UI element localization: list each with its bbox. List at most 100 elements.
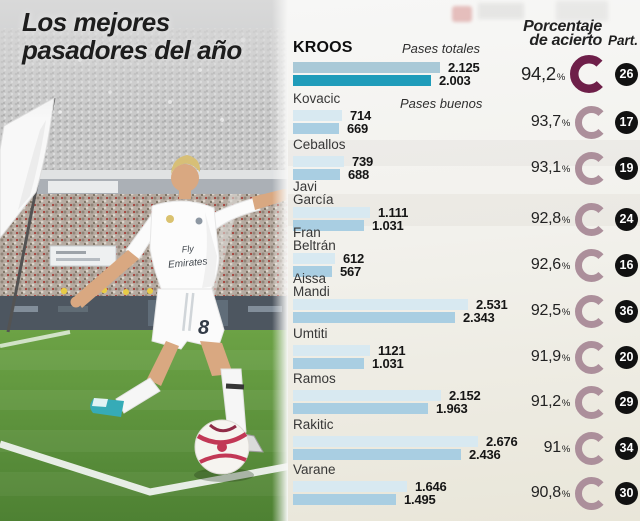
top-wash-overlay bbox=[0, 0, 300, 120]
player-stats: 92,8% 24 bbox=[488, 200, 638, 238]
player-name: KROOS bbox=[293, 39, 353, 56]
bar-pases-totales bbox=[293, 110, 342, 121]
player-row: Rakitic 2.676 2.436 bbox=[293, 418, 518, 462]
bar-pases-totales bbox=[293, 156, 344, 167]
value-pases-totales: 1121 bbox=[378, 343, 406, 358]
accuracy-number: 94,2 bbox=[521, 63, 556, 84]
accuracy-number: 90,8 bbox=[530, 484, 561, 501]
value-pases-buenos: 1.963 bbox=[436, 401, 468, 416]
player-stats: 93,1% 19 bbox=[488, 149, 638, 187]
accuracy-percentage: 91,2% bbox=[488, 393, 575, 411]
bar-pases-totales bbox=[293, 299, 468, 310]
legend-pases-totales: Pases totales bbox=[402, 41, 481, 56]
accuracy-percentage: 90,8% bbox=[488, 484, 575, 502]
bar-pases-buenos bbox=[293, 403, 428, 414]
player-name: Kovacic bbox=[293, 91, 341, 106]
accuracy-number: 91,9 bbox=[530, 348, 561, 365]
percent-symbol: % bbox=[561, 118, 570, 129]
svg-text:Emirates: Emirates bbox=[168, 256, 208, 270]
accuracy-percentage: 91,9% bbox=[488, 348, 575, 366]
matches-badge: 29 bbox=[615, 390, 638, 414]
header-porcentaje-line2: de acierto bbox=[529, 32, 602, 49]
player-row: Ramos 2.152 1.963 bbox=[293, 371, 503, 416]
player-row: Fran Beltrán 612 567 bbox=[293, 225, 503, 279]
accuracy-percentage: 92,5% bbox=[488, 302, 575, 320]
accuracy-donut-icon bbox=[575, 248, 608, 282]
accuracy-donut-icon bbox=[575, 476, 608, 510]
player-row: Aissa Mandi 2.531 2.343 bbox=[293, 271, 508, 325]
player-photo: Fly Emirates 8 bbox=[0, 0, 303, 521]
value-pases-totales: 1.111 bbox=[378, 205, 409, 220]
matches-badge: 34 bbox=[615, 436, 638, 460]
player-name: Fran Beltrán bbox=[293, 225, 336, 253]
legend-pases-buenos: Pases buenos bbox=[400, 96, 483, 111]
player-row: Kovacic 714 669 bbox=[293, 91, 503, 136]
player-stats: 91,2% 29 bbox=[488, 383, 638, 421]
bar-pases-buenos bbox=[293, 220, 364, 231]
player-name: Aissa Mandi bbox=[293, 271, 330, 299]
player-name: Javi García bbox=[293, 179, 334, 207]
accuracy-number: 91 bbox=[543, 439, 562, 456]
svg-text:8: 8 bbox=[198, 317, 210, 339]
player-figure: Fly Emirates 8 bbox=[70, 155, 290, 453]
svg-text:Fly: Fly bbox=[181, 243, 194, 254]
player-stats: 93,7% 17 bbox=[488, 103, 638, 141]
value-pases-totales: 739 bbox=[352, 154, 374, 169]
bar-pases-totales bbox=[293, 390, 441, 401]
matches-badge: 36 bbox=[615, 299, 638, 323]
value-pases-totales: 2.676 bbox=[486, 434, 518, 449]
player-name: Umtiti bbox=[293, 326, 328, 341]
matches-badge: 24 bbox=[615, 207, 638, 231]
matches-badge: 30 bbox=[615, 481, 638, 505]
bar-pases-buenos bbox=[293, 266, 332, 277]
percent-symbol: % bbox=[561, 164, 570, 175]
bar-pases-buenos bbox=[293, 75, 431, 86]
accuracy-number: 92,8 bbox=[530, 210, 561, 227]
accuracy-percentage: 92,8% bbox=[488, 210, 575, 228]
value-pases-totales: 714 bbox=[350, 108, 372, 123]
value-pases-buenos: 669 bbox=[347, 121, 369, 136]
bar-pases-buenos bbox=[293, 358, 364, 369]
accuracy-donut-icon bbox=[575, 151, 608, 185]
value-pases-totales: 2.531 bbox=[476, 297, 508, 312]
percent-symbol: % bbox=[556, 72, 565, 83]
accuracy-percentage: 93,1% bbox=[488, 159, 575, 177]
bar-pases-totales bbox=[293, 436, 478, 447]
value-pases-buenos: 688 bbox=[348, 167, 370, 182]
bar-pases-totales bbox=[293, 481, 407, 492]
football bbox=[194, 419, 254, 482]
accuracy-number: 93,7 bbox=[530, 113, 561, 130]
percent-symbol: % bbox=[561, 398, 570, 409]
percent-symbol: % bbox=[561, 489, 570, 500]
percent-symbol: % bbox=[561, 444, 570, 455]
player-stats: 94,2% 26 bbox=[488, 55, 638, 93]
player-row: Umtiti 1121 1.031 bbox=[293, 326, 503, 371]
matches-badge: 26 bbox=[615, 62, 638, 86]
title-line-2: pasadores del año bbox=[22, 35, 242, 65]
accuracy-donut-icon bbox=[575, 202, 608, 236]
accuracy-donut-icon bbox=[575, 385, 608, 419]
player-stats: 90,8% 30 bbox=[488, 474, 638, 512]
player-row: Varane 1.646 1.495 bbox=[293, 463, 503, 507]
bar-pases-buenos bbox=[293, 494, 396, 505]
value-pases-buenos: 2.003 bbox=[439, 73, 471, 88]
player-stats: 91,9% 20 bbox=[488, 338, 638, 376]
player-row: Javi García 1.111 1.031 bbox=[293, 179, 503, 233]
value-pases-totales: 2.152 bbox=[449, 388, 481, 403]
accuracy-percentage: 93,7% bbox=[488, 113, 575, 131]
value-pases-buenos: 1.031 bbox=[372, 218, 404, 233]
corner-flag bbox=[0, 97, 56, 333]
accuracy-donut-icon bbox=[575, 294, 608, 328]
bar-pases-totales bbox=[293, 253, 335, 264]
player-name: Ramos bbox=[293, 371, 336, 386]
accuracy-percentage: 91% bbox=[488, 439, 575, 457]
percent-symbol: % bbox=[561, 215, 570, 226]
bar-pases-totales bbox=[293, 207, 370, 218]
accuracy-number: 91,2 bbox=[530, 393, 561, 410]
player-stats: 92,5% 36 bbox=[488, 292, 638, 330]
accuracy-number: 93,1 bbox=[530, 159, 561, 176]
percent-symbol: % bbox=[561, 307, 570, 318]
value-pases-buenos: 2.436 bbox=[469, 447, 501, 462]
bar-pases-buenos bbox=[293, 449, 461, 460]
